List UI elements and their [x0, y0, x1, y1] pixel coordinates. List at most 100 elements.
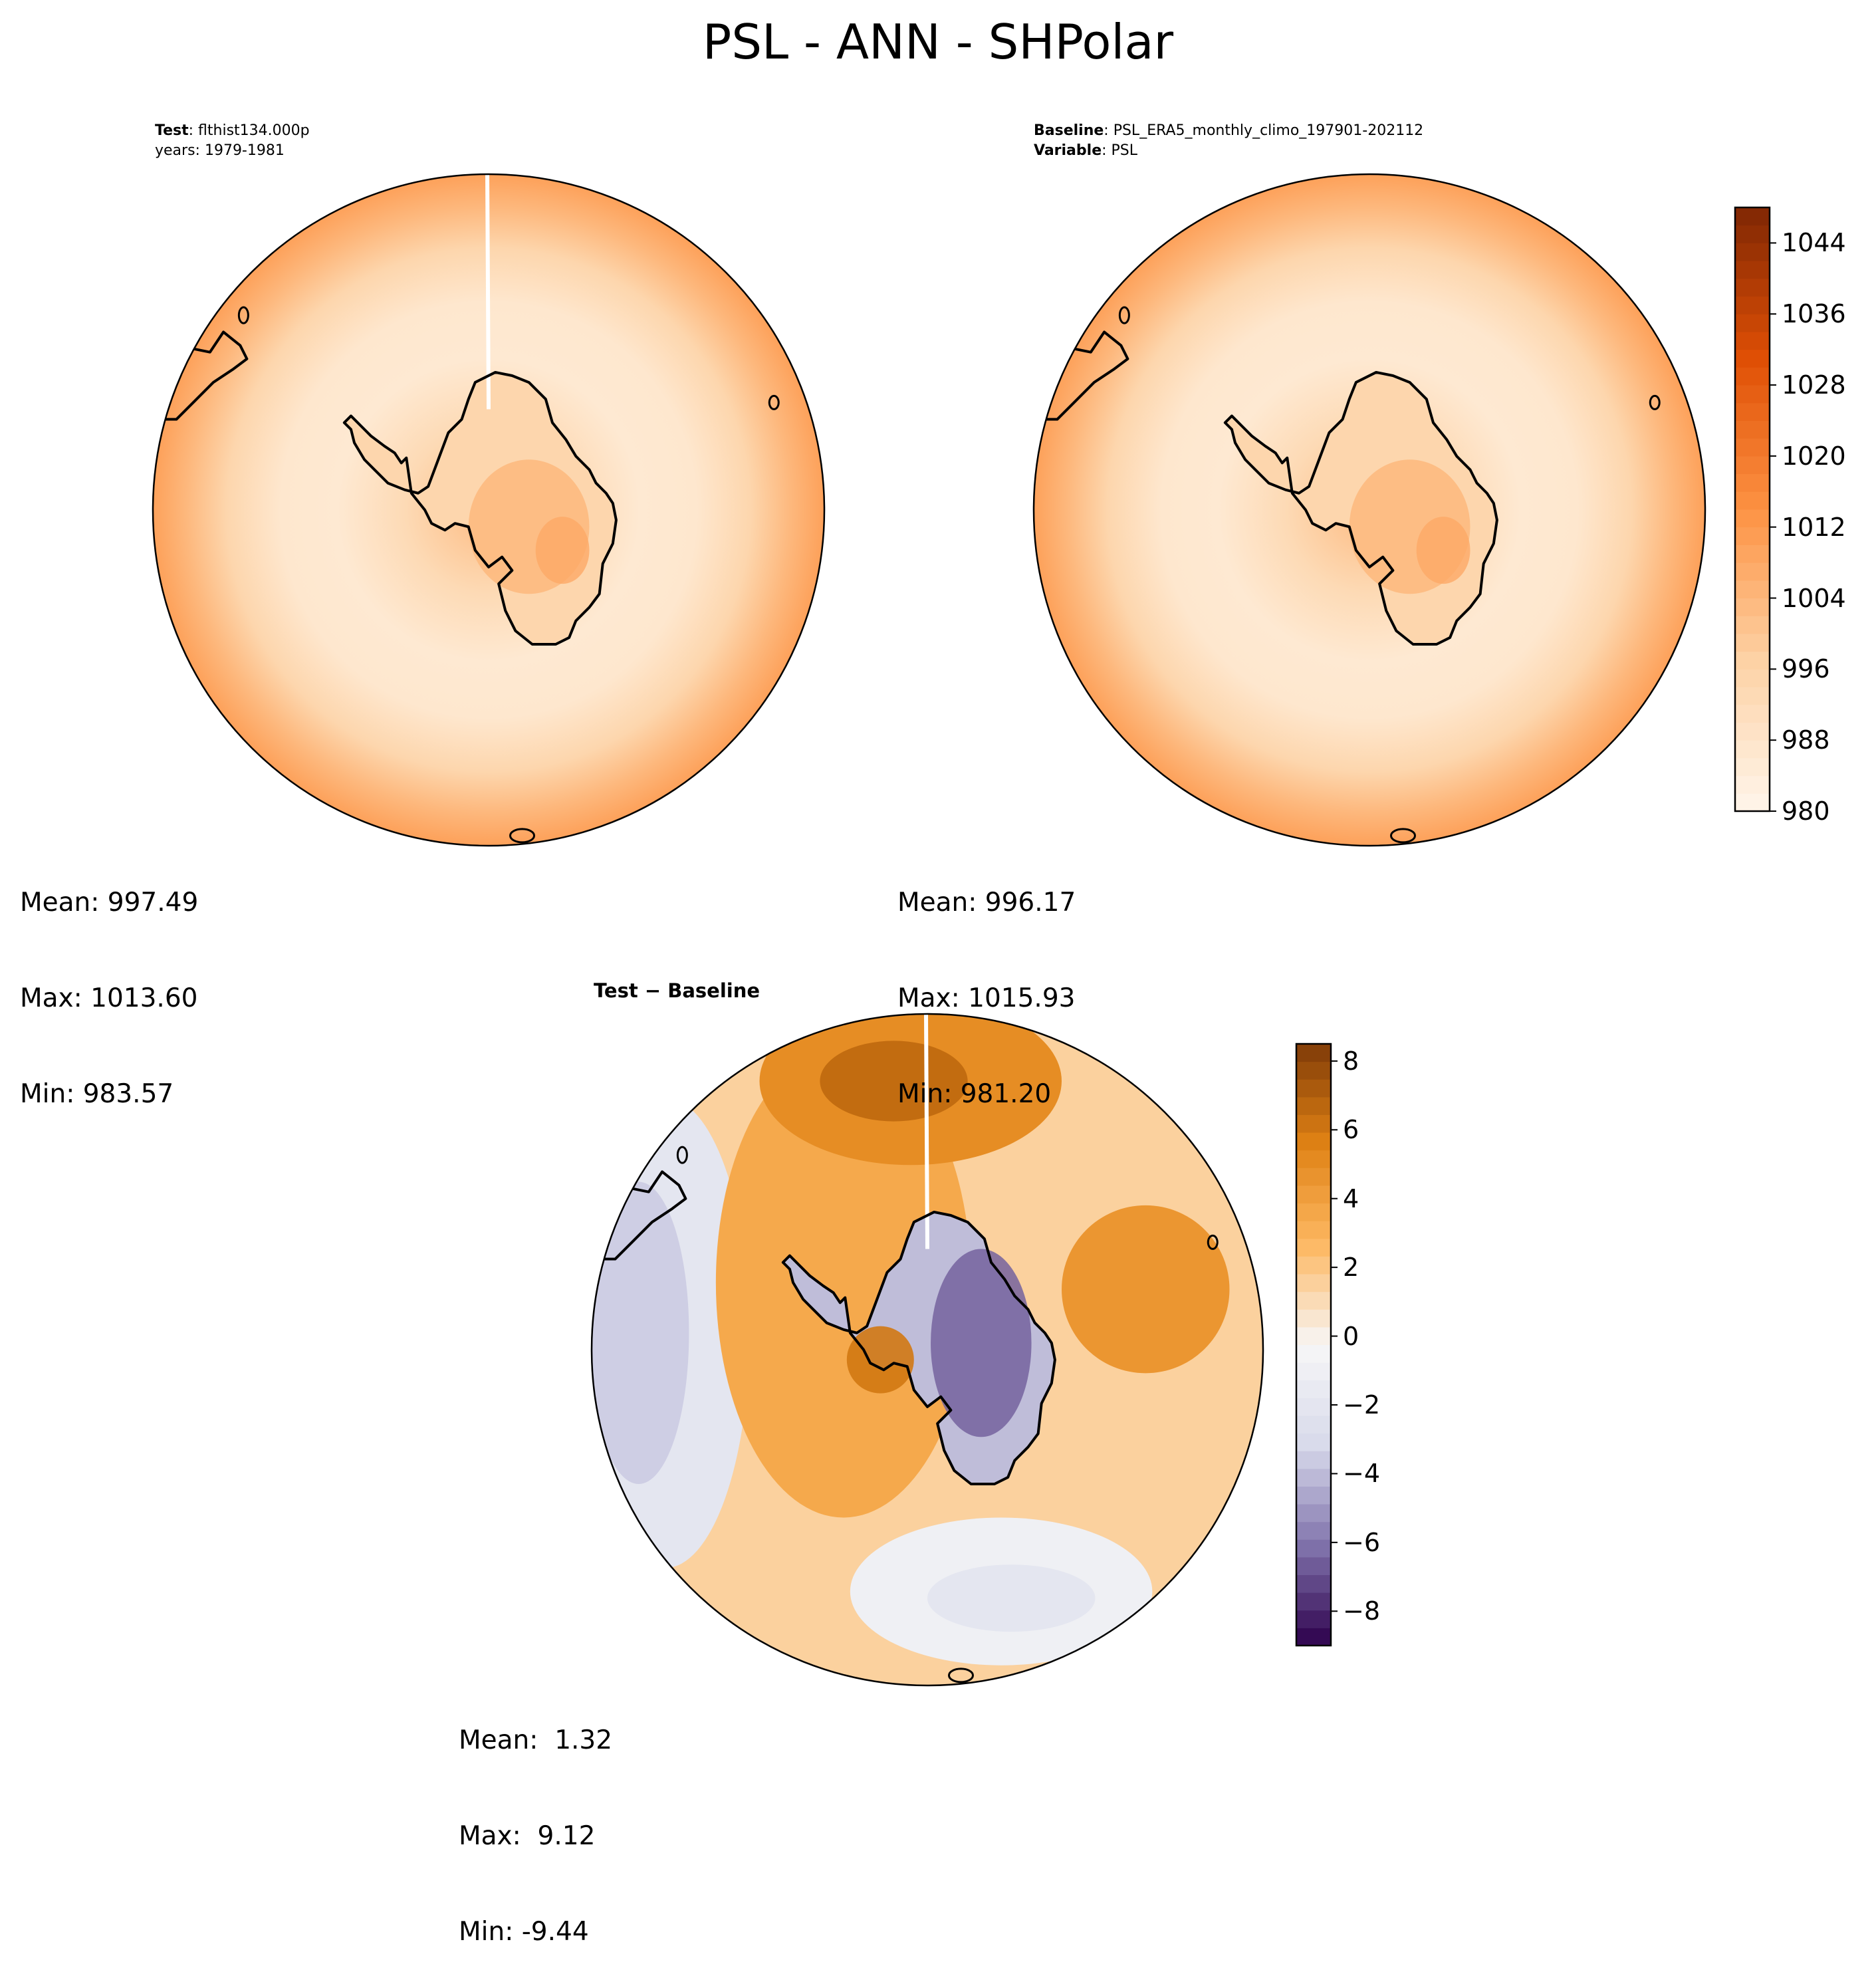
baseline-field — [1034, 174, 1705, 846]
baseline-min: Min: 981.20 — [897, 1079, 1052, 1109]
colorbar-main-tick-label: 988 — [1782, 725, 1830, 755]
diff-positive-east — [1062, 1205, 1230, 1374]
colorbar-diff-band — [1296, 1114, 1331, 1133]
colorbar-diff-band — [1296, 1061, 1331, 1080]
colorbar-diff-band — [1296, 1398, 1331, 1416]
colorbar-main-band — [1735, 438, 1770, 457]
diff-stats: Mean: 1.32 Max: 9.12 Min: -9.44 — [459, 1661, 612, 1980]
diff-map-boundary — [590, 1013, 1264, 1687]
test-island-falklands — [237, 306, 249, 324]
colorbar-diff-band — [1296, 1309, 1331, 1328]
colorbar-diff-band — [1296, 1539, 1331, 1558]
baseline-island-falklands — [1118, 306, 1130, 324]
colorbar-diff-band — [1296, 1291, 1331, 1310]
diff-field — [592, 1014, 1263, 1685]
colorbar-main-band — [1735, 296, 1770, 314]
diff-positive-band — [715, 1047, 971, 1518]
colorbar-diff-band — [1296, 1238, 1331, 1257]
colorbar-main-band — [1735, 367, 1770, 386]
colorbar-diff-band — [1296, 1380, 1331, 1398]
colorbar-diff-band — [1296, 1451, 1331, 1469]
colorbar-diff-band — [1296, 1610, 1331, 1628]
colorbar-main-tick-label: 1036 — [1782, 299, 1846, 329]
colorbar-main-band — [1735, 455, 1770, 475]
test-antarctica-coastline — [342, 370, 618, 646]
colorbar-diff-band — [1296, 1221, 1331, 1239]
test-years: years: 1979-1981 — [155, 142, 285, 159]
colorbar-diff-band — [1296, 1096, 1331, 1115]
diff-peninsula-positive — [846, 1326, 914, 1394]
test-min: Min: 983.57 — [20, 1079, 174, 1109]
colorbar-diff-band — [1296, 1415, 1331, 1434]
diff-panel-title: Test − Baseline — [594, 981, 760, 1001]
colorbar-main-band — [1735, 775, 1770, 794]
colorbar-diff-tick-label: −8 — [1343, 1596, 1381, 1626]
diff-mean: Mean: 1.32 — [459, 1725, 613, 1755]
test-stats: Mean: 997.49 Max: 1013.60 Min: 983.57 — [20, 823, 198, 1142]
colorbar-diff-tick-label: 0 — [1343, 1321, 1359, 1351]
colorbar-diff-band — [1296, 1150, 1331, 1168]
colorbar-diff-band — [1296, 1044, 1331, 1062]
colorbar-main-band — [1735, 385, 1770, 404]
colorbar-diff-tick-label: −4 — [1343, 1459, 1381, 1489]
variable-value: : PSL — [1102, 142, 1138, 159]
baseline-antarctica-coastline — [1223, 370, 1498, 646]
test-plateau-peak — [535, 517, 590, 584]
colorbar-diff-band — [1296, 1556, 1331, 1576]
baseline-stats: Mean: 996.17 Max: 1015.93 Min: 981.20 — [897, 823, 1076, 1142]
colorbar-diff-band — [1296, 1079, 1331, 1098]
colorbar-main-band — [1735, 545, 1770, 563]
colorbar-main-band — [1735, 225, 1770, 243]
colorbar-main-band — [1735, 616, 1770, 634]
colorbar-main-band — [1735, 349, 1770, 368]
baseline-map-boundary — [1032, 173, 1706, 847]
colorbar-diff-band — [1296, 1433, 1331, 1451]
colorbar-diff-band — [1296, 1504, 1331, 1523]
colorbar-diff-band — [1296, 1274, 1331, 1293]
colorbar-main-band — [1735, 509, 1770, 528]
colorbar-main-band — [1735, 473, 1770, 492]
colorbar-main-band — [1735, 722, 1770, 741]
colorbar-diff-band — [1296, 1486, 1331, 1505]
diff-island-south — [948, 1668, 974, 1683]
colorbar-main-tick-label: 980 — [1782, 797, 1830, 826]
test-seam-line — [485, 174, 491, 410]
diff-island-falklands — [676, 1146, 688, 1164]
colorbar-main-band — [1735, 793, 1770, 812]
colorbar-diff-band — [1296, 1132, 1331, 1151]
test-max: Max: 1013.60 — [20, 983, 198, 1013]
diff-antarctica-coastline — [781, 1210, 1056, 1485]
test-island-south — [509, 828, 535, 844]
colorbar-diff-band — [1296, 1362, 1331, 1381]
test-panel-title: Test: flthist134.000p years: 1979-1981 — [155, 121, 310, 161]
test-mean: Mean: 997.49 — [20, 888, 199, 918]
variable-label: Variable — [1034, 142, 1102, 159]
baseline-island-east — [1649, 394, 1661, 410]
colorbar-diff-band — [1296, 1574, 1331, 1593]
colorbar-main-band — [1735, 740, 1770, 759]
colorbar-main-band — [1735, 651, 1770, 670]
colorbar-main-band — [1735, 527, 1770, 545]
colorbar-main-band — [1735, 687, 1770, 705]
diff-positive-north-core — [820, 1041, 968, 1122]
colorbar-main-band — [1735, 598, 1770, 616]
colorbar-main-band — [1735, 669, 1770, 687]
baseline-title-label: Baseline — [1034, 122, 1104, 139]
test-island-east — [768, 394, 780, 410]
diff-continent-core — [931, 1249, 1032, 1437]
diff-min: Min: -9.44 — [459, 1917, 589, 1947]
colorbar-diff-band — [1296, 1256, 1331, 1275]
diff-negative-south-core — [927, 1564, 1096, 1632]
colorbar-diff-band — [1296, 1468, 1331, 1487]
test-title-label: Test — [155, 122, 189, 139]
test-map — [152, 173, 1776, 1687]
diff-max: Max: 9.12 — [459, 1821, 596, 1851]
colorbar-main-tick-label: 1012 — [1782, 512, 1846, 542]
colorbar-main-band — [1735, 207, 1770, 226]
baseline-panel-title: Baseline: PSL_ERA5_monthly_climo_197901-… — [1034, 121, 1423, 161]
colorbar-main-band — [1735, 331, 1770, 350]
colorbar-main-tick-label: 1044 — [1782, 228, 1846, 258]
colorbar-main-tick-label: 1020 — [1782, 441, 1846, 471]
diff-seam-line — [924, 1014, 929, 1249]
diff-island-east — [1207, 1234, 1219, 1250]
